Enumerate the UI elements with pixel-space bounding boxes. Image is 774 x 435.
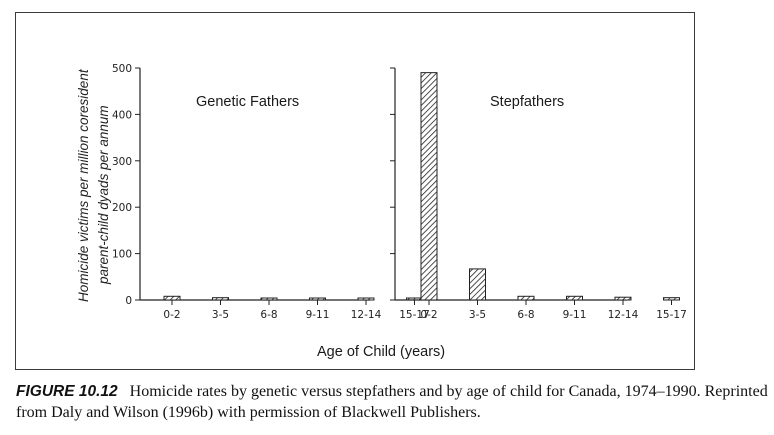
x-tick-label: 15-17 — [399, 309, 430, 321]
x-tick-label: 3-5 — [469, 309, 486, 321]
bar-12-14 — [614, 296, 632, 301]
panel-stepfathers: 0-2 3-5 6-8 9-11 12-14 15-17 — [390, 67, 687, 321]
x-tick-label: 3-5 — [212, 309, 229, 321]
y-axis-ticks: 0 100 200 300 400 500 — [112, 63, 132, 307]
bar-0-2 — [420, 72, 438, 301]
x-tick-label: 12-14 — [608, 309, 639, 321]
y-tick-label: 0 — [125, 295, 132, 307]
y-tick-label: 300 — [112, 156, 132, 168]
bar-9-11 — [309, 297, 326, 301]
figure-frame — [15, 12, 695, 370]
bar-12-14 — [357, 297, 375, 301]
caption-text: Homicide rates by genetic versus stepfat… — [16, 383, 768, 421]
bar-6-8 — [260, 297, 278, 301]
x-tick-label: 6-8 — [517, 309, 534, 321]
panel-title-genetic-fathers: Genetic Fathers — [196, 94, 300, 110]
bar-3-5 — [212, 297, 229, 301]
y-tick-label: 100 — [112, 249, 132, 261]
x-tick-label: 0-2 — [420, 309, 437, 321]
figure-number: FIGURE 10.12 — [16, 383, 118, 400]
bar-3-5 — [469, 268, 486, 301]
x-tick-label: 6-8 — [260, 309, 277, 321]
x-tick-label: 0-2 — [163, 309, 180, 321]
chart-svg: 0-2 3-5 6-8 9-11 12-14 15-17 0-2 3-5 6-8 9-11 12-… — [112, 63, 687, 321]
panel-title-stepfathers: Stepfathers — [490, 94, 565, 110]
x-tick-label: 9-11 — [563, 309, 587, 321]
panel-genetic-fathers: 0-2 3-5 6-8 9-11 12-14 15-17 — [135, 67, 430, 321]
y-tick-label: 200 — [112, 202, 132, 214]
bar-0-2 — [163, 295, 181, 301]
bar-9-11 — [566, 295, 583, 301]
y-tick-label: 500 — [112, 63, 132, 75]
x-tick-label: 12-14 — [351, 309, 382, 321]
bar-6-8 — [517, 295, 535, 301]
x-tick-label: 15-17 — [656, 309, 687, 321]
bar-15-17 — [663, 297, 680, 301]
y-tick-label: 400 — [112, 109, 132, 121]
figure-caption: FIGURE 10.12 Homicide rates by genetic ve… — [16, 381, 771, 423]
x-axis-label: Age of Child (years) — [317, 344, 446, 360]
x-tick-label: 9-11 — [306, 309, 330, 321]
